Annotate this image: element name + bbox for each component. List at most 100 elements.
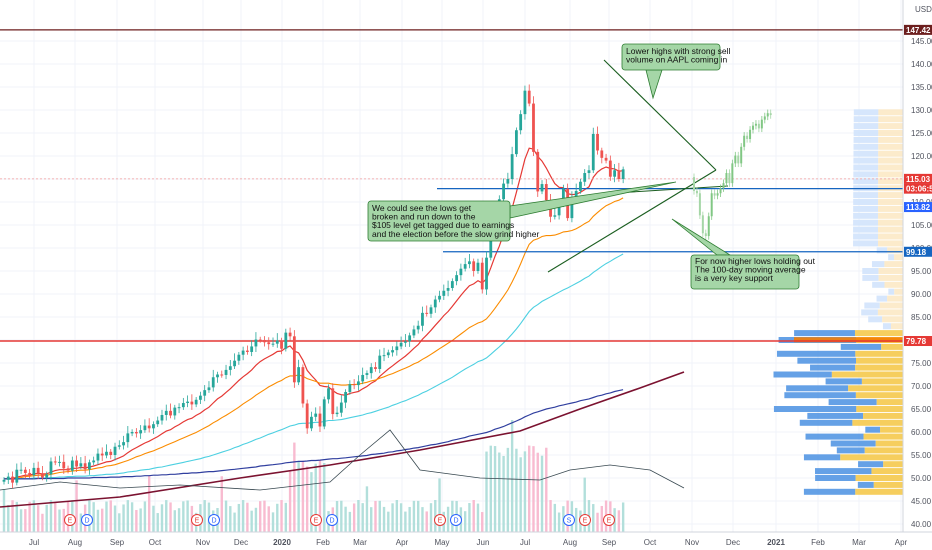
profile-bar-buy	[803, 488, 856, 495]
candle-body	[532, 103, 535, 152]
event-marker-label: D	[329, 518, 334, 525]
profile-bar-buy	[786, 385, 849, 392]
volume-bar	[382, 506, 386, 532]
profile-bar-buy	[799, 419, 853, 426]
candle-body	[292, 336, 296, 383]
price-tick-label: 120.00	[911, 152, 932, 161]
volume-bar	[113, 505, 117, 532]
volume-bar	[75, 480, 78, 532]
event-marker	[64, 514, 76, 526]
profile-bar-sell	[880, 426, 903, 433]
candle-body	[421, 312, 424, 326]
trend-line-lower	[547, 169, 717, 273]
volume-bar	[481, 512, 484, 532]
volume-bar	[391, 503, 394, 532]
profile-bar-sell	[878, 109, 903, 116]
profile-bar-buy	[853, 212, 879, 219]
price-label-box	[904, 183, 932, 194]
candle-body	[327, 388, 330, 400]
event-marker	[450, 514, 462, 526]
candle-body	[553, 215, 557, 217]
volume-bar	[54, 502, 57, 532]
candle-body	[109, 451, 113, 455]
time-tick-label: Nov	[196, 538, 210, 547]
profile-bar-buy	[862, 268, 879, 274]
profile-bar-buy	[853, 178, 879, 185]
candle-body	[570, 197, 574, 219]
candle-body	[224, 369, 228, 375]
projection-body	[734, 155, 737, 164]
volume-bar	[182, 501, 185, 532]
volume-bar	[147, 475, 151, 532]
price-tick-label: 125.00	[911, 129, 932, 138]
event-marker	[603, 514, 615, 526]
profile-bar-sell	[878, 205, 903, 212]
candle-body	[288, 332, 292, 337]
moving-average-line	[4, 197, 624, 480]
candle-body	[126, 433, 130, 443]
candle-body	[203, 390, 207, 396]
price-label-box	[904, 24, 932, 35]
candle-body	[429, 307, 433, 314]
profile-bar-buy	[853, 136, 879, 143]
candle-body	[113, 446, 117, 455]
time-tick-label: Aug	[563, 538, 577, 547]
profile-bar-sell	[878, 150, 903, 157]
event-marker	[81, 514, 93, 526]
profile-bar-sell	[863, 412, 903, 419]
volume-bar	[237, 503, 241, 532]
volume-bar	[284, 502, 288, 532]
time-tick-label: 2020	[273, 538, 291, 547]
candle-body	[152, 424, 155, 429]
profile-bar-sell	[861, 378, 903, 385]
profile-bar-buy	[876, 247, 888, 254]
event-marker-label: E	[438, 518, 443, 525]
profile-bar-buy	[857, 481, 874, 488]
profile-bar-buy	[853, 205, 879, 212]
candle-body	[365, 373, 369, 375]
projection-body	[701, 215, 704, 234]
volume-bar	[173, 510, 176, 532]
projection-body	[716, 193, 719, 196]
profile-bar-buy	[853, 233, 879, 240]
candle-body	[92, 460, 96, 463]
profile-bar-sell	[875, 440, 903, 447]
candle-body	[28, 472, 32, 476]
profile-bar-sell	[878, 226, 903, 233]
profile-bar-sell	[879, 302, 903, 309]
profile-bar-sell	[887, 295, 903, 302]
profile-bar-buy	[853, 192, 879, 199]
volume-bar	[344, 506, 347, 532]
profile-bar-buy	[853, 171, 879, 178]
volume-bar	[276, 503, 279, 532]
moving-average-line	[4, 389, 624, 480]
annotation-text: volume on AAPL coming in	[626, 55, 728, 65]
profile-bar-sell	[878, 178, 903, 185]
profile-bar-buy	[853, 226, 879, 233]
profile-bar-buy	[858, 461, 884, 468]
volume-bar	[357, 500, 360, 532]
volume-bar	[15, 501, 19, 532]
projection-body	[719, 188, 722, 194]
candle-body	[83, 463, 87, 470]
profile-bar-buy	[888, 288, 895, 295]
volume-bar	[519, 457, 522, 532]
candle-body	[600, 150, 604, 158]
volume-bar	[557, 512, 561, 532]
candle-body	[536, 151, 540, 192]
projection-body	[743, 135, 746, 147]
price-tick-label: 140.00	[911, 60, 932, 69]
price-axis-background	[903, 0, 932, 532]
price-tick-label: 65.00	[911, 405, 932, 414]
profile-bar-buy	[853, 150, 879, 157]
candle-body	[374, 367, 377, 369]
event-marker-label: E	[583, 518, 588, 525]
candle-body	[19, 469, 23, 471]
candle-body	[544, 184, 548, 201]
volume-bar	[314, 463, 317, 532]
profile-bar-sell	[871, 468, 903, 475]
